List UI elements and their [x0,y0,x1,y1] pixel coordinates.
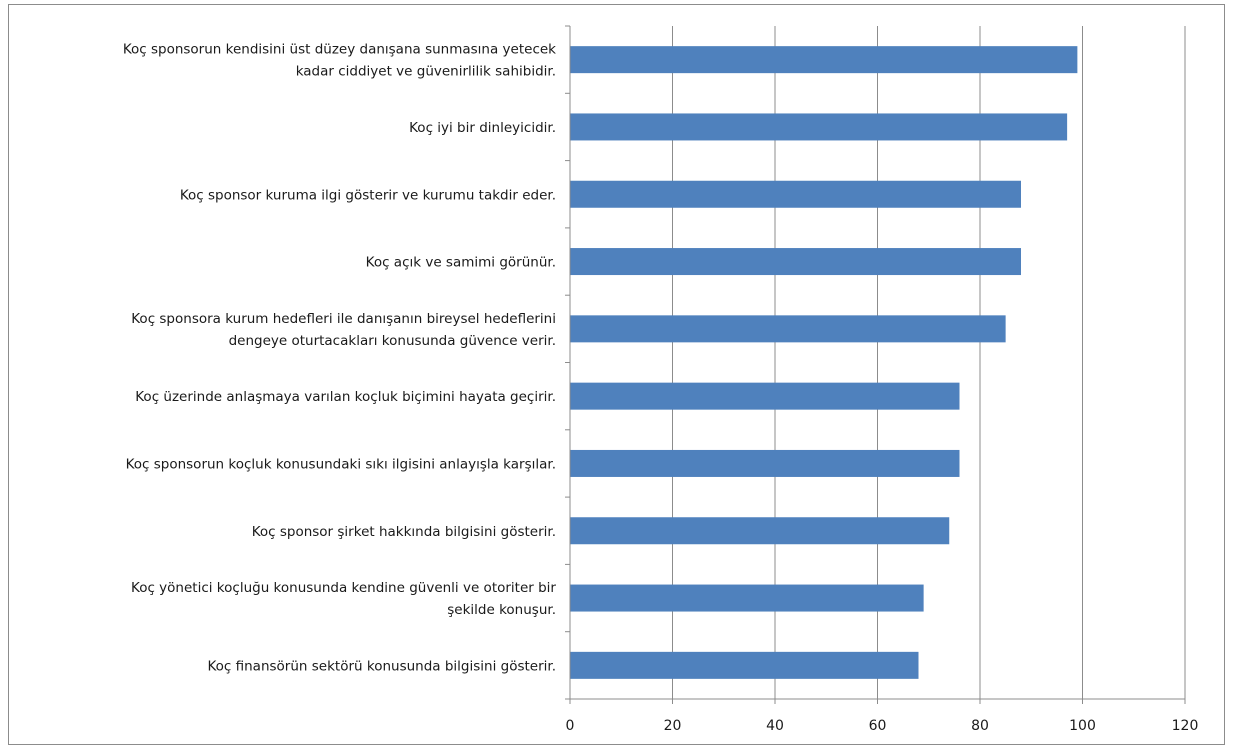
x-tick-label: 80 [971,718,989,734]
category-label: Koç sponsor şirket hakkında bilgisini gö… [252,524,556,540]
bar [570,180,1021,208]
bar [570,113,1068,141]
bar [570,382,960,410]
category-label: kadar ciddiyet ve güvenirlilik sahibidir… [296,64,556,80]
category-label: Koç yönetici koçluğu konusunda kendine g… [131,580,556,596]
category-label: şekilde konuşur. [447,602,556,618]
category-label: Koç üzerinde anlaşmaya varılan koçluk bi… [135,389,556,405]
category-label: Koç sponsorun koçluk konusundaki sıkı il… [126,456,556,472]
bar [570,46,1078,74]
x-tick-labels: 0 20 40 60 80 100 120 [566,718,1199,734]
x-tick-label: 0 [566,718,575,734]
bar [570,584,924,612]
axes [565,25,1186,704]
x-tick-label: 60 [869,718,887,734]
category-label: Koç iyi bir dinleyicidir. [409,120,556,136]
x-tick-label: 120 [1172,718,1199,734]
bar [570,248,1021,276]
category-label: Koç açık ve samimi görünür. [366,255,556,271]
category-label: dengeye oturtacakları konusunda güvence … [229,333,556,349]
x-tick-label: 40 [766,718,784,734]
bars [570,46,1078,679]
bar [570,651,919,679]
category-label: Koç finansörün sektörü konusunda bilgisi… [207,658,556,674]
category-labels: Koç sponsorun kendisini üst düzey danışa… [123,42,557,675]
x-tick-label: 100 [1069,718,1096,734]
x-tick-label: 20 [664,718,682,734]
bar [570,449,960,477]
category-label: Koç sponsor kuruma ilgi gösterir ve kuru… [180,187,556,203]
bar [570,315,1006,343]
category-label: Koç sponsora kurum hedefleri ile danışan… [131,311,556,327]
bar [570,517,950,545]
category-label: Koç sponsorun kendisini üst düzey danışa… [123,42,556,58]
